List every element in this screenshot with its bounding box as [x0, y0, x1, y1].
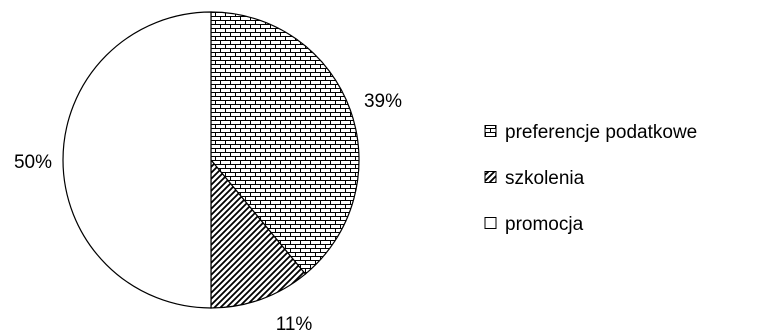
legend-swatch-promocja	[484, 217, 497, 229]
pie-slice-szkolenia	[210, 158, 307, 309]
pie-slice-preferencje-podatkowe	[210, 11, 360, 275]
legend: preferencje podatkowe szkolenia promocja	[484, 122, 697, 235]
pie-slice-promocja	[62, 11, 212, 309]
legend-label-promocja: promocja	[505, 214, 584, 235]
slice-label-szkolenia: 11%	[276, 314, 313, 330]
legend-swatch-szkolenia	[484, 171, 497, 183]
slice-label-promocja: 50%	[14, 152, 52, 173]
legend-swatch-preferencje-podatkowe	[484, 125, 497, 137]
pie-slices	[62, 11, 360, 309]
legend-label-szkolenia: szkolenia	[505, 168, 585, 189]
legend-label-preferencje-podatkowe: preferencje podatkowe	[505, 122, 697, 143]
slice-labels: 39% 11% 50%	[14, 91, 402, 330]
slice-label-preferencje-podatkowe: 39%	[364, 91, 402, 112]
